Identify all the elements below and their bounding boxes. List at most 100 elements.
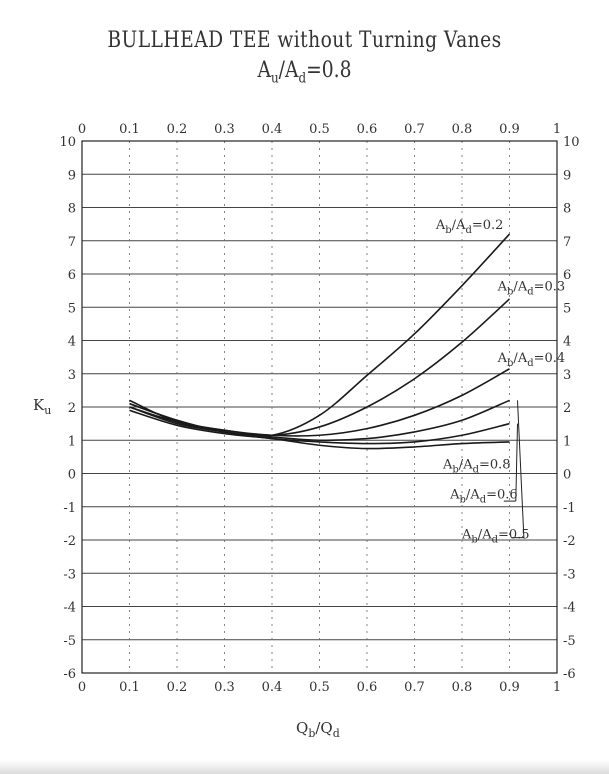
series-label-part: A — [461, 527, 472, 542]
x-tick-top-0: 0 — [78, 122, 86, 137]
y-tick-left-13: 7 — [68, 235, 76, 250]
series-label-part: A — [517, 280, 528, 295]
x-axis-label: Qb/Qd — [296, 719, 340, 740]
y-tick-left-10: 4 — [68, 335, 76, 350]
series-label-part: =0.3 — [534, 280, 566, 295]
y-tick-right-14: 8 — [563, 202, 571, 217]
y-tick-right-1: -5 — [563, 634, 576, 649]
series-labels: Ab/Ad=0.2Ab/Ad=0.3Ab/Ad=0.4Ab/Ad=0.5Ab/A… — [435, 218, 565, 545]
x-label-main2: Q — [320, 719, 332, 737]
series-label-part: d — [527, 358, 534, 369]
series-label-part: b — [460, 494, 466, 505]
x-tick-bottom-10: 1 — [553, 680, 561, 695]
series-label-part: A — [442, 458, 453, 473]
series-label-part: / — [478, 527, 483, 542]
series-label-part: / — [513, 351, 518, 366]
series-label-part: b — [507, 287, 513, 298]
series-label-part: d — [465, 225, 472, 236]
y-tick-right-8: 2 — [563, 401, 571, 416]
x-tick-top-2: 0.2 — [167, 122, 188, 137]
y-tick-right-3: -3 — [563, 567, 576, 582]
y-label-main: K — [33, 396, 45, 414]
x-tick-labels-top: 0 0.1 0.2 0.3 0.4 0.5 0.6 0.7 0.8 0.9 1 — [78, 122, 561, 137]
y-tick-right-11: 5 — [563, 301, 571, 316]
series-label-part: / — [452, 218, 457, 233]
series-label-part: d — [527, 287, 534, 298]
x-tick-top-4: 0.4 — [262, 122, 283, 137]
subtitle-sub-d: d — [298, 70, 307, 87]
series-label-part: A — [469, 487, 480, 502]
subtitle-sub-u: u — [270, 70, 279, 87]
x-tick-bottom-8: 0.8 — [452, 680, 473, 695]
y-tick-left-12: 6 — [68, 268, 76, 283]
x-tick-bottom-0: 0 — [78, 680, 86, 695]
x-tick-top-1: 0.1 — [119, 122, 140, 137]
series-label-part: / — [459, 458, 464, 473]
series-label-ab-ad-0-8: Ab/Ad=0.8 — [442, 458, 511, 476]
series-label-ab-ad-0-3: Ab/Ad=0.3 — [497, 280, 566, 298]
series-line-ab-ad-0-2 — [129, 233, 511, 438]
chart-title: BULLHEAD TEE without Turning Vanes — [107, 28, 502, 53]
y-tick-right-9: 3 — [563, 368, 571, 383]
series-label-part: d — [480, 494, 487, 505]
series-label-part: / — [513, 280, 518, 295]
series-label-part: =0.5 — [498, 527, 530, 542]
subtitle-slash: / — [278, 58, 285, 83]
chart-subtitle: Au/Ad=0.8 — [46, 58, 564, 86]
series-label-part: A — [449, 487, 460, 502]
series-label-part: A — [517, 351, 528, 366]
series-label-ab-ad-0-4: Ab/Ad=0.4 — [497, 351, 566, 369]
x-tick-top-9: 0.9 — [499, 122, 520, 137]
x-tick-bottom-4: 0.4 — [262, 680, 283, 695]
series-label-part: / — [466, 487, 471, 502]
series-label-part: A — [455, 218, 466, 233]
y-tick-left-7: 1 — [68, 434, 76, 449]
y-tick-left-15: 9 — [68, 168, 76, 183]
series-label-ab-ad-0-2: Ab/Ad=0.2 — [435, 218, 504, 236]
y-label-sub: u — [44, 404, 51, 417]
y-tick-right-4: -2 — [563, 534, 576, 549]
y-tick-right-2: -4 — [563, 601, 576, 616]
y-tick-left-3: -3 — [63, 567, 76, 582]
label-leader-lines — [503, 400, 525, 539]
y-tick-left-8: 2 — [68, 401, 76, 416]
y-tick-left-9: 3 — [68, 368, 76, 383]
x-tick-top-7: 0.7 — [404, 122, 425, 137]
y-tick-right-5: -1 — [563, 501, 576, 516]
series-line-ab-ad-0-5 — [129, 399, 510, 442]
series-label-part: d — [473, 465, 480, 476]
scan-grain — [0, 760, 609, 774]
series-label-part: A — [462, 458, 473, 473]
series-label-part: =0.2 — [472, 218, 504, 233]
x-tick-top-8: 0.8 — [452, 122, 473, 137]
series-label-part: A — [497, 280, 508, 295]
y-tick-labels-left: -6 -5 -4 -3 -2 -1 0 1 2 3 4 5 6 7 8 9 10 — [59, 135, 76, 682]
series-label-part: =0.4 — [534, 351, 566, 366]
series-line-ab-ad-0-8 — [129, 409, 510, 450]
series-label-ab-ad-0-5: Ab/Ad=0.5 — [461, 527, 530, 545]
series-label-ab-ad-0-6: Ab/Ad=0.6 — [449, 487, 518, 505]
x-tick-bottom-3: 0.3 — [214, 680, 235, 695]
y-tick-left-16: 10 — [59, 135, 76, 150]
x-label-main1: Q — [296, 719, 308, 737]
series-curves — [129, 233, 511, 450]
y-tick-left-2: -4 — [63, 601, 76, 616]
x-tick-bottom-7: 0.7 — [404, 680, 425, 695]
leader-ab-ad-0-5 — [517, 400, 525, 538]
series-label-part: b — [452, 465, 458, 476]
x-tick-top-3: 0.3 — [214, 122, 235, 137]
y-tick-left-14: 8 — [68, 202, 76, 217]
x-tick-bottom-2: 0.2 — [167, 680, 188, 695]
series-line-ab-ad-0-6 — [129, 406, 510, 445]
series-label-part: A — [435, 218, 446, 233]
x-tick-top-5: 0.5 — [309, 122, 330, 137]
y-tick-left-6: 0 — [68, 468, 76, 483]
series-label-part: =0.8 — [479, 458, 511, 473]
y-tick-right-12: 6 — [563, 268, 571, 283]
series-label-part: b — [507, 358, 513, 369]
y-tick-right-7: 1 — [563, 434, 571, 449]
y-tick-right-13: 7 — [563, 235, 571, 250]
y-tick-left-5: -1 — [63, 501, 76, 516]
